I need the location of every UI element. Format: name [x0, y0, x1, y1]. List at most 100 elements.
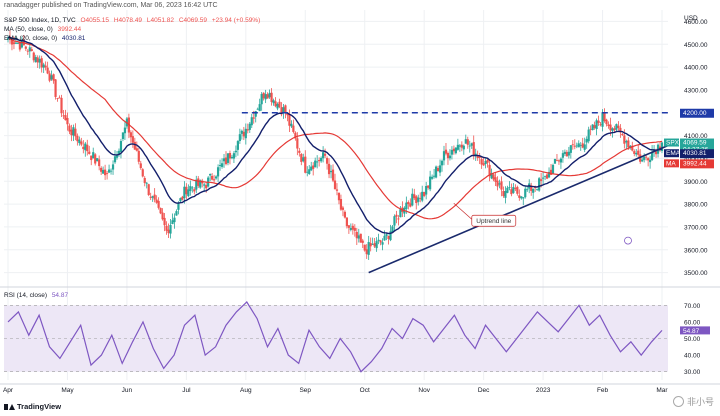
x-tick-label: Aug	[240, 387, 252, 394]
candle-body	[72, 127, 75, 136]
candle-body	[605, 119, 608, 125]
price-tick-label: 4100.00	[684, 133, 708, 140]
x-tick-label: Nov	[418, 387, 430, 394]
price-tick-label: 4500.00	[684, 42, 708, 49]
candle-body	[524, 188, 527, 198]
legend-close: C4069.59	[178, 17, 208, 24]
spx-chip: SPX	[666, 140, 680, 147]
candle-body	[532, 188, 535, 193]
candle-body	[331, 169, 335, 181]
candle-body	[391, 226, 394, 233]
candle-body	[575, 145, 578, 147]
candle-body	[102, 169, 105, 174]
candle-body	[623, 135, 626, 144]
candle-body	[595, 120, 598, 130]
candle-body	[472, 142, 475, 156]
candle-body	[635, 152, 638, 155]
candle-body	[197, 178, 200, 186]
candle-body	[276, 103, 279, 109]
candle-body	[466, 139, 469, 145]
legend-rsi-value: 54.87	[51, 292, 69, 299]
candle-body	[16, 43, 20, 44]
price-tick-label: 4300.00	[684, 87, 708, 94]
candle-body	[645, 156, 648, 158]
candle-body	[486, 159, 489, 163]
candle-body	[633, 151, 636, 154]
candle-body	[407, 202, 410, 205]
candle-body	[68, 125, 71, 132]
candle-body	[337, 192, 341, 201]
resistance-tag-bg	[680, 108, 714, 118]
candle-body	[389, 231, 392, 241]
candle-body	[569, 145, 572, 153]
candle-body	[508, 187, 511, 188]
candle-body	[516, 186, 519, 194]
candle-body	[94, 154, 97, 164]
candle-body	[504, 191, 507, 198]
candle-body	[506, 187, 509, 193]
candle-body	[425, 186, 428, 195]
candle-body	[46, 67, 49, 74]
legend-ma-value: 3992.44	[57, 26, 82, 33]
candle-body	[597, 120, 600, 124]
candle-body	[177, 203, 180, 210]
candle-body	[538, 178, 541, 191]
x-tick-label: Sep	[299, 387, 311, 394]
price-tick-label: 4400.00	[684, 65, 708, 72]
candle-body	[92, 152, 95, 159]
candle-body	[559, 158, 563, 163]
x-tick-label: Jun	[122, 387, 133, 394]
candle-body	[409, 203, 412, 207]
candle-body	[442, 151, 446, 161]
candle-body	[54, 79, 57, 97]
candle-body	[518, 195, 521, 198]
price-tick-label: 3700.00	[684, 224, 708, 231]
candle-body	[48, 73, 51, 81]
candle-body	[161, 212, 164, 220]
candle-body	[434, 166, 438, 178]
candle-body	[627, 140, 630, 148]
candle-body	[18, 42, 21, 50]
candle-body	[306, 171, 309, 173]
candle-body	[147, 184, 150, 196]
candle-body	[40, 58, 43, 68]
candle-body	[274, 101, 277, 107]
rsi-pane: 54.87	[7, 301, 710, 373]
tradingview-brand[interactable]: TradingView	[4, 402, 61, 411]
candle-body	[90, 155, 93, 161]
candle-body	[650, 151, 654, 160]
candle-body	[278, 101, 281, 107]
candle-body	[553, 159, 557, 164]
candle-body	[232, 153, 236, 159]
candle-body	[316, 161, 319, 163]
candle-body	[349, 228, 352, 230]
candle-body	[536, 188, 539, 190]
legend-ema: EMA (20, close, 0) 4030.81	[4, 35, 85, 42]
legend-symbol: S&P 500 Index, 1D, TVC	[4, 17, 76, 24]
candle-body	[236, 141, 239, 150]
candle-body	[252, 117, 255, 119]
ema-chip: EMA	[666, 150, 681, 157]
candle-body	[145, 182, 148, 184]
candle-body	[224, 157, 228, 165]
candle-body	[385, 234, 388, 236]
candle-body	[76, 135, 79, 142]
candle-body	[157, 200, 160, 208]
candle-body	[244, 128, 247, 139]
candle-body	[228, 152, 232, 159]
candle-body	[371, 244, 374, 245]
candle-body	[561, 153, 565, 158]
candle-body	[540, 179, 543, 181]
candle-body	[510, 189, 513, 195]
candle-body	[379, 240, 382, 243]
candle-body	[84, 143, 87, 151]
candle-body	[173, 217, 176, 223]
candle-body	[478, 156, 481, 158]
candle-body	[607, 124, 610, 127]
candle-body	[593, 125, 596, 128]
candle-body	[270, 92, 273, 102]
candle-body	[86, 144, 89, 152]
candle-body	[625, 141, 628, 143]
candle-body	[359, 233, 362, 243]
